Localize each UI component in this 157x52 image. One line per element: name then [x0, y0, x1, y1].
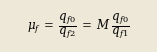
- Text: $\mu_f \;=\; \dfrac{q_{f0}}{q_{f2}} \;=\; M \; \dfrac{q_{f0}}{q_{f1}}$: $\mu_f \;=\; \dfrac{q_{f0}}{q_{f2}} \;=\…: [27, 11, 130, 41]
